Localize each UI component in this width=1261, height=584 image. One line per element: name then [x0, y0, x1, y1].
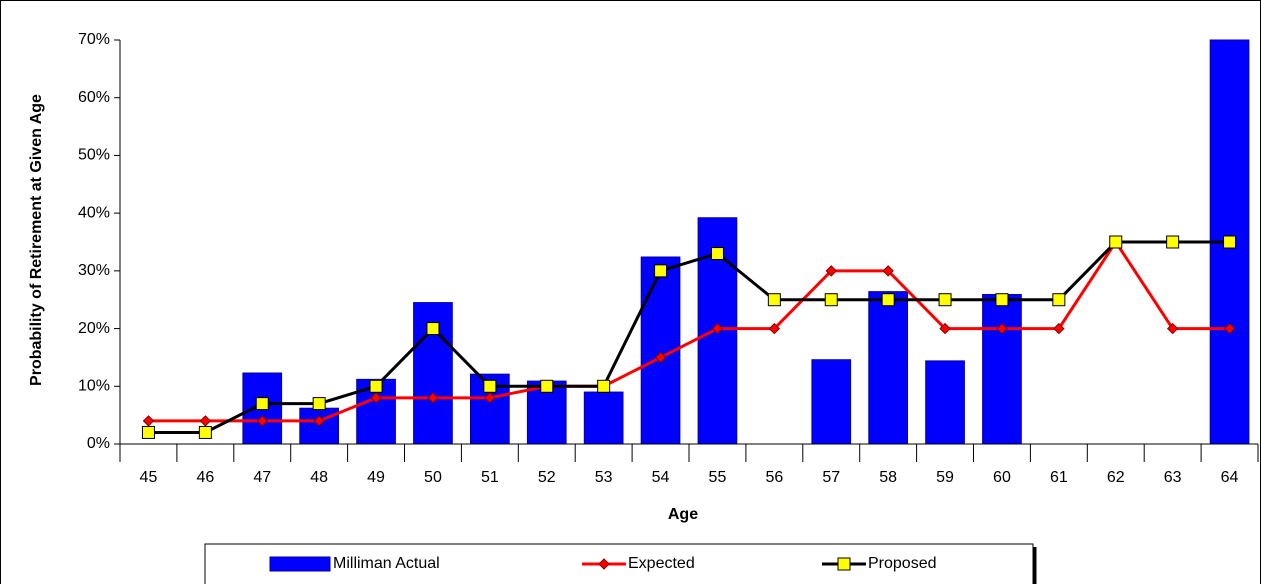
x-axis-label: Age [668, 506, 698, 523]
bar [868, 291, 908, 445]
legend-swatch [269, 556, 331, 572]
square-marker [483, 379, 497, 393]
x-tick-label: 45 [140, 469, 158, 486]
diamond-marker [199, 415, 212, 427]
diamond-marker [484, 392, 496, 404]
square-marker [881, 293, 895, 307]
x-tick-label: 61 [1050, 469, 1068, 486]
x-tick-label: 59 [936, 469, 954, 486]
bar [982, 294, 1022, 445]
square-marker [369, 379, 383, 393]
square-marker [938, 293, 952, 307]
diamond-marker [256, 415, 268, 427]
x-tick-label: 54 [652, 469, 670, 486]
diamond-marker [1166, 322, 1179, 335]
square-marker [426, 322, 440, 336]
diamond-marker [142, 415, 155, 427]
x-tick-label: 49 [367, 469, 385, 486]
x-tick-label: 55 [709, 469, 727, 486]
y-tick-label: 30% [78, 262, 110, 279]
square-marker [198, 425, 212, 439]
square-marker [540, 379, 554, 393]
square-marker [654, 264, 668, 278]
diamond-marker [1223, 322, 1236, 335]
y-tick-label: 10% [78, 378, 110, 395]
diamond-marker [313, 415, 325, 427]
diamond-marker [825, 265, 837, 277]
square-marker [141, 425, 155, 439]
bar [925, 360, 965, 445]
diamond-marker [768, 322, 781, 335]
diamond-marker [996, 322, 1008, 335]
x-tick-label: 50 [424, 469, 442, 486]
x-tick-label: 56 [765, 469, 783, 486]
square-marker [710, 247, 724, 261]
square-marker [312, 397, 326, 411]
legend-label: Milliman Actual [333, 555, 440, 572]
legend-label: Proposed [868, 555, 937, 572]
x-tick-label: 51 [481, 469, 499, 486]
x-tick-label: 53 [595, 469, 613, 486]
y-tick-label: 40% [78, 204, 110, 221]
x-tick-label: 60 [993, 469, 1011, 486]
y-tick-label: 50% [78, 147, 110, 164]
diamond-marker [427, 392, 439, 404]
square-marker [597, 379, 611, 393]
square-marker [255, 397, 269, 411]
x-tick-label: 46 [196, 469, 214, 486]
line [148, 240, 1230, 434]
diamond-marker [598, 558, 610, 570]
square-marker [824, 293, 838, 307]
legend: Milliman Actual Expected Proposed [204, 543, 1037, 584]
y-tick-label: 70% [78, 31, 110, 48]
y-tick-label: 0% [87, 435, 110, 452]
x-tick-label: 57 [822, 469, 840, 486]
diamond-marker [1053, 322, 1065, 335]
bar [811, 359, 852, 445]
diamond-marker [882, 265, 894, 277]
square-marker [1223, 235, 1237, 249]
square-marker [1052, 293, 1066, 307]
x-tick-label: 48 [310, 469, 328, 486]
y-tick-label: 60% [78, 89, 110, 106]
square-marker [995, 293, 1009, 307]
square-marker [767, 293, 781, 307]
line [148, 239, 1230, 423]
square-marker [1166, 235, 1180, 249]
diamond-marker [654, 351, 667, 364]
y-tick-label: 20% [78, 320, 110, 337]
legend-label: Expected [628, 555, 695, 572]
diamond-marker [370, 392, 382, 404]
x-tick-label: 58 [879, 469, 897, 486]
x-tick-label: 52 [538, 469, 556, 486]
y-axis-label: Probability of Retirement at Given Age [28, 94, 45, 386]
bar [583, 391, 624, 445]
diamond-marker [939, 322, 951, 335]
x-tick-label: 64 [1221, 469, 1239, 486]
square-marker [837, 557, 851, 571]
square-marker [1109, 235, 1123, 249]
x-tick-label: 47 [253, 469, 271, 486]
x-tick-label: 62 [1107, 469, 1125, 486]
x-tick-label: 63 [1164, 469, 1182, 486]
diamond-marker [711, 322, 724, 335]
